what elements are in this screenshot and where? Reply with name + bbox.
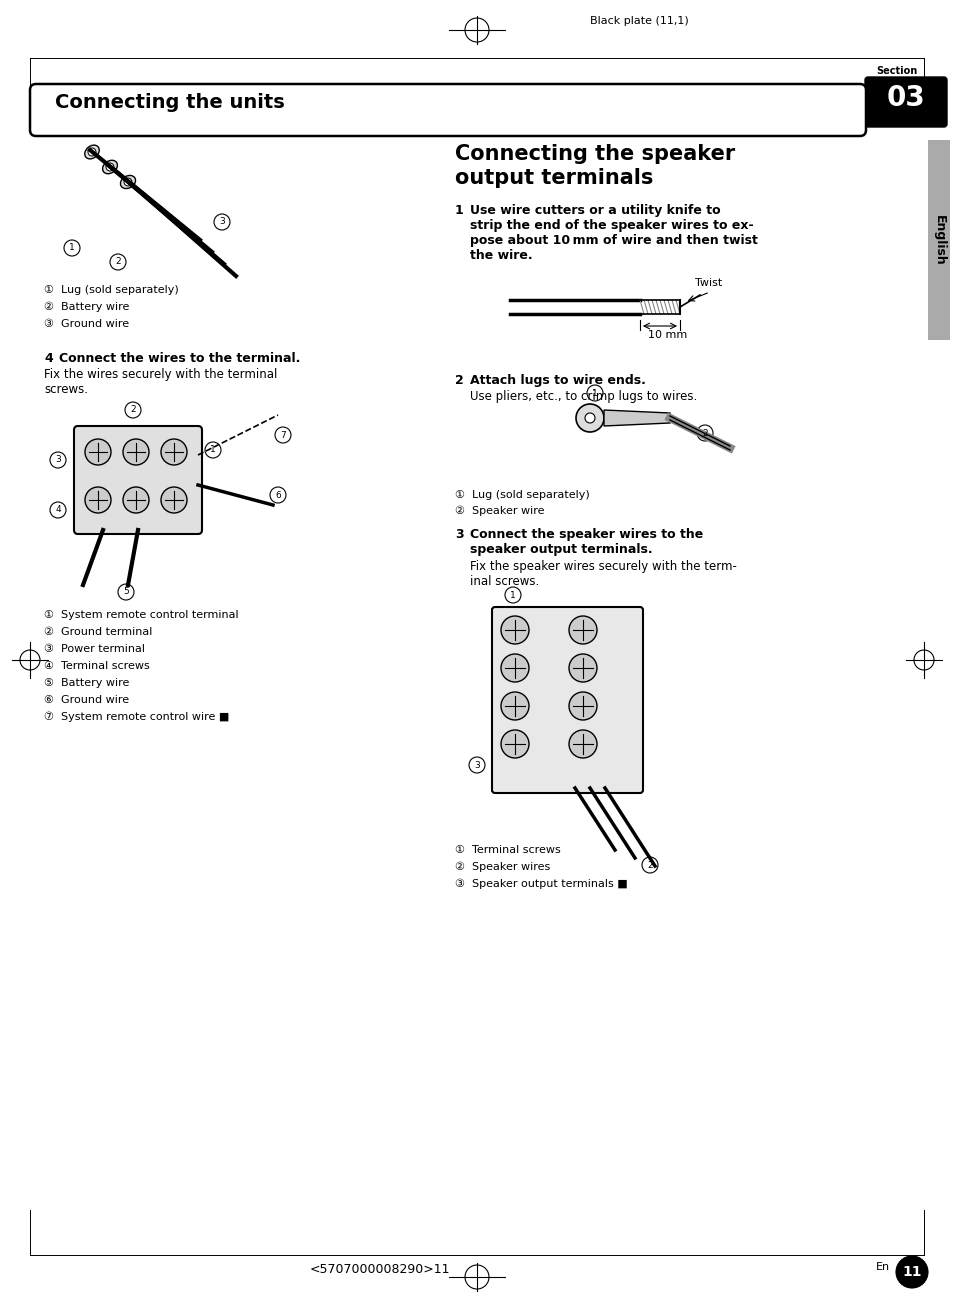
- Text: ⑦  System remote control wire ■: ⑦ System remote control wire ■: [44, 712, 229, 723]
- Circle shape: [641, 857, 658, 873]
- Circle shape: [85, 488, 111, 514]
- Text: 2: 2: [130, 405, 135, 414]
- Circle shape: [124, 178, 132, 186]
- Text: 2: 2: [646, 860, 652, 869]
- Circle shape: [64, 240, 80, 256]
- Circle shape: [568, 731, 597, 758]
- Text: ③  Speaker output terminals ■: ③ Speaker output terminals ■: [455, 880, 627, 889]
- Text: ②  Speaker wires: ② Speaker wires: [455, 863, 550, 872]
- Text: En: En: [875, 1263, 889, 1272]
- Text: Use wire cutters or a utility knife to
strip the end of the speaker wires to ex-: Use wire cutters or a utility knife to s…: [470, 204, 757, 261]
- Text: output terminals: output terminals: [455, 169, 653, 188]
- Circle shape: [50, 502, 66, 518]
- Text: 03: 03: [885, 84, 924, 112]
- Circle shape: [500, 731, 529, 758]
- Circle shape: [213, 214, 230, 230]
- Text: 6: 6: [274, 490, 280, 499]
- Text: Connecting the speaker: Connecting the speaker: [455, 144, 735, 163]
- Text: English: English: [931, 214, 944, 265]
- Text: ①  Terminal screws: ① Terminal screws: [455, 846, 560, 855]
- Circle shape: [88, 148, 96, 156]
- Text: Fix the wires securely with the terminal
screws.: Fix the wires securely with the terminal…: [44, 369, 277, 396]
- Text: ①  System remote control terminal: ① System remote control terminal: [44, 610, 238, 620]
- Text: ⑤  Battery wire: ⑤ Battery wire: [44, 678, 130, 687]
- Circle shape: [568, 654, 597, 682]
- Text: 5: 5: [123, 588, 129, 596]
- Circle shape: [274, 427, 291, 443]
- Text: 11: 11: [902, 1265, 921, 1280]
- Circle shape: [500, 616, 529, 644]
- Text: Connect the speaker wires to the
speaker output terminals.: Connect the speaker wires to the speaker…: [470, 528, 702, 555]
- Circle shape: [50, 452, 66, 468]
- Circle shape: [504, 587, 520, 603]
- Text: <5707000008290>11: <5707000008290>11: [310, 1263, 450, 1276]
- Text: Attach lugs to wire ends.: Attach lugs to wire ends.: [470, 374, 645, 387]
- Text: 4: 4: [44, 352, 52, 365]
- Circle shape: [697, 425, 712, 440]
- Text: 2: 2: [455, 374, 463, 387]
- Circle shape: [500, 654, 529, 682]
- Text: Connecting the units: Connecting the units: [55, 93, 284, 112]
- Text: ②  Battery wire: ② Battery wire: [44, 302, 130, 312]
- FancyBboxPatch shape: [864, 77, 946, 127]
- Text: 1: 1: [592, 388, 598, 397]
- Circle shape: [568, 616, 597, 644]
- Circle shape: [106, 163, 113, 171]
- Text: 1: 1: [210, 446, 215, 455]
- Text: 1: 1: [455, 204, 463, 217]
- Text: ②  Speaker wire: ② Speaker wire: [455, 506, 544, 516]
- Text: 10 mm: 10 mm: [647, 329, 686, 340]
- Text: 4: 4: [55, 506, 61, 515]
- Ellipse shape: [103, 161, 117, 174]
- Text: Use pliers, etc., to crimp lugs to wires.: Use pliers, etc., to crimp lugs to wires…: [470, 389, 697, 403]
- Circle shape: [123, 488, 149, 514]
- Text: ④  Terminal screws: ④ Terminal screws: [44, 661, 150, 670]
- Circle shape: [118, 584, 133, 600]
- FancyBboxPatch shape: [927, 140, 949, 340]
- Circle shape: [895, 1256, 927, 1287]
- Circle shape: [568, 691, 597, 720]
- Circle shape: [205, 442, 221, 457]
- Text: 3: 3: [219, 217, 225, 226]
- Ellipse shape: [120, 175, 135, 188]
- FancyBboxPatch shape: [492, 606, 642, 793]
- Text: 3: 3: [455, 528, 463, 541]
- FancyBboxPatch shape: [30, 84, 865, 136]
- Text: ①  Lug (sold separately): ① Lug (sold separately): [455, 490, 589, 501]
- Circle shape: [125, 403, 141, 418]
- Circle shape: [576, 404, 603, 433]
- Text: 1: 1: [510, 591, 516, 600]
- Circle shape: [584, 413, 595, 423]
- Text: 7: 7: [280, 430, 286, 439]
- Circle shape: [123, 439, 149, 465]
- Polygon shape: [603, 410, 669, 426]
- Circle shape: [500, 691, 529, 720]
- Text: 1: 1: [69, 243, 74, 252]
- Circle shape: [270, 488, 286, 503]
- Text: 2: 2: [115, 257, 121, 267]
- FancyBboxPatch shape: [74, 426, 202, 535]
- Text: 2: 2: [701, 429, 707, 438]
- Circle shape: [161, 488, 187, 514]
- Text: ③  Ground wire: ③ Ground wire: [44, 319, 129, 329]
- Text: ⑥  Ground wire: ⑥ Ground wire: [44, 695, 129, 704]
- Ellipse shape: [85, 145, 99, 159]
- Circle shape: [85, 439, 111, 465]
- Circle shape: [469, 757, 484, 772]
- Circle shape: [110, 254, 126, 271]
- Text: ①  Lug (sold separately): ① Lug (sold separately): [44, 285, 178, 295]
- Text: Black plate (11,1): Black plate (11,1): [589, 16, 688, 26]
- Circle shape: [586, 386, 602, 401]
- Text: 3: 3: [55, 456, 61, 464]
- Text: Twist: Twist: [695, 278, 721, 288]
- Text: Fix the speaker wires securely with the term-
inal screws.: Fix the speaker wires securely with the …: [470, 559, 736, 588]
- Circle shape: [161, 439, 187, 465]
- Text: Connect the wires to the terminal.: Connect the wires to the terminal.: [59, 352, 300, 365]
- Text: Section: Section: [875, 65, 916, 76]
- Text: ②  Ground terminal: ② Ground terminal: [44, 627, 152, 637]
- Text: ③  Power terminal: ③ Power terminal: [44, 644, 145, 654]
- Text: 3: 3: [474, 761, 479, 770]
